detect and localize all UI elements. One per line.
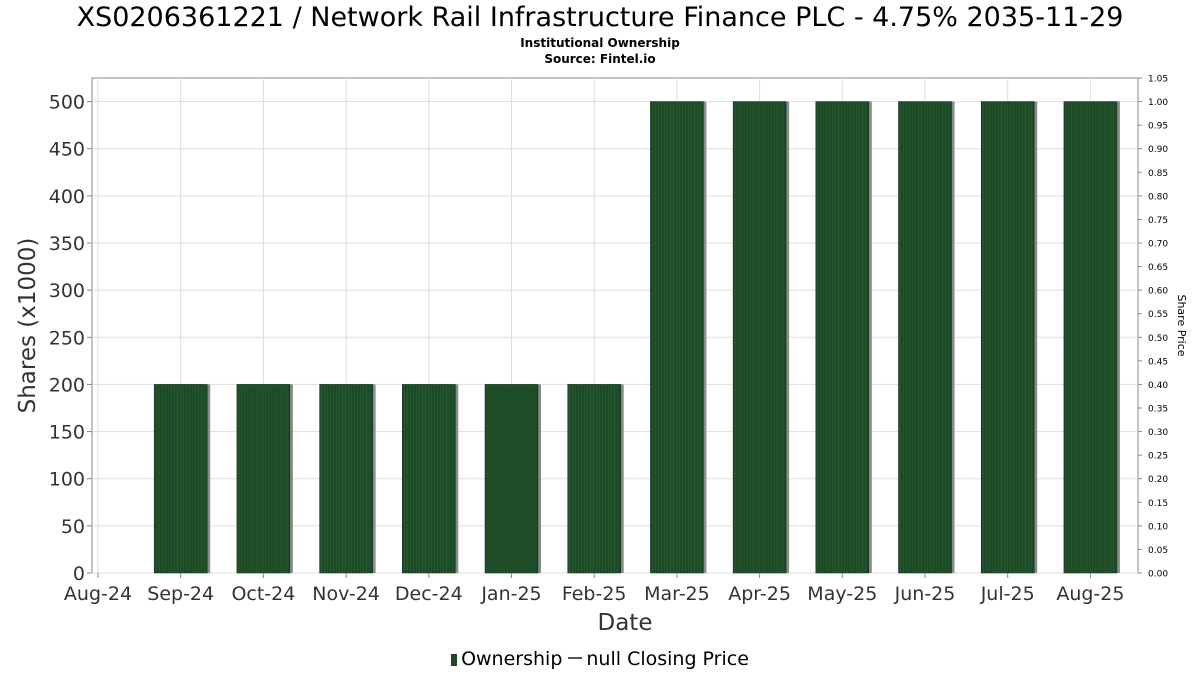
y-tick-label: 500 <box>49 92 85 114</box>
y-tick-label: 100 <box>49 469 85 491</box>
y2-tick-label: 0.45 <box>1148 357 1168 367</box>
y2-tick-label: 0.80 <box>1148 192 1168 202</box>
y2-tick-label: 0.65 <box>1148 263 1168 273</box>
y2-tick-label: 0.70 <box>1148 240 1168 250</box>
x-tick-label: May-25 <box>807 583 877 605</box>
legend-price-label: null Closing Price <box>586 648 749 670</box>
y2-tick-label: 0.40 <box>1148 381 1168 391</box>
y-tick-label: 350 <box>49 233 85 255</box>
chart-title: XS0206361221 / Network Rail Infrastructu… <box>76 2 1124 33</box>
y2-tick-label: 0.50 <box>1148 334 1168 344</box>
x-tick-label: Jul-25 <box>980 583 1035 605</box>
x-axis-label: Date <box>598 610 653 636</box>
y2-axis-label: Share Price <box>1175 294 1188 356</box>
y2-tick-label: 1.00 <box>1148 98 1168 108</box>
legend: Ownership null Closing Price <box>0 647 1200 671</box>
y2-tick-label: 1.05 <box>1148 75 1168 85</box>
y-tick-label: 0 <box>73 563 85 585</box>
x-tick-label: Aug-24 <box>64 583 132 605</box>
y2-tick-label: 0.95 <box>1148 122 1168 132</box>
y-tick-label: 300 <box>49 280 85 302</box>
y2-tick-label: 0.15 <box>1148 499 1168 509</box>
x-tick-label: Jan-25 <box>480 583 541 605</box>
y2-tick-label: 0.20 <box>1148 475 1168 485</box>
axes-layer: 0 50 100 150 200 250 300 350 400 450 500 Aug-24 Sep-… <box>15 75 1188 637</box>
x-tick-label: Aug-25 <box>1056 583 1124 605</box>
legend-ownership-label: Ownership <box>461 648 563 670</box>
y2-tick-label: 0.55 <box>1148 310 1168 320</box>
y2-tick-label: 0.90 <box>1148 145 1168 155</box>
x-tick-label: Dec-24 <box>395 583 463 605</box>
y2-tick-label: 0.60 <box>1148 287 1168 297</box>
y2-tick-label: 0.25 <box>1148 452 1168 462</box>
y2-tick-label: 0.00 <box>1148 570 1168 580</box>
bars-layer <box>153 101 1120 574</box>
chart-subtitle: Institutional Ownership <box>520 36 680 50</box>
y-tick-label: 250 <box>49 327 85 349</box>
x-tick-label: Feb-25 <box>562 583 627 605</box>
x-tick-label: Mar-25 <box>644 583 710 605</box>
y-tick-label: 150 <box>49 422 85 444</box>
y-tick-label: 200 <box>49 374 85 396</box>
x-tick-label: Oct-24 <box>231 583 295 605</box>
y-axis-label: Shares (x1000) <box>15 238 41 414</box>
y-tick-label: 450 <box>49 139 85 161</box>
y-tick-label: 50 <box>61 516 85 538</box>
legend-ownership-swatch <box>451 654 458 666</box>
x-tick-label: Nov-24 <box>312 583 380 605</box>
y2-tick-label: 0.05 <box>1148 546 1168 556</box>
y2-tick-label: 0.10 <box>1148 522 1168 532</box>
chart-source: Source: Fintel.io <box>544 52 656 66</box>
x-tick-label: Sep-24 <box>147 583 214 605</box>
y2-tick-label: 0.75 <box>1148 216 1168 226</box>
y2-tick-label: 0.30 <box>1148 428 1168 438</box>
y-tick-label: 400 <box>49 186 85 208</box>
x-tick-label: Apr-25 <box>728 583 791 605</box>
y2-tick-label: 0.35 <box>1148 405 1168 415</box>
legend-price-swatch <box>568 657 583 659</box>
y2-tick-label: 0.85 <box>1148 169 1168 179</box>
x-tick-label: Jun-25 <box>894 583 956 605</box>
